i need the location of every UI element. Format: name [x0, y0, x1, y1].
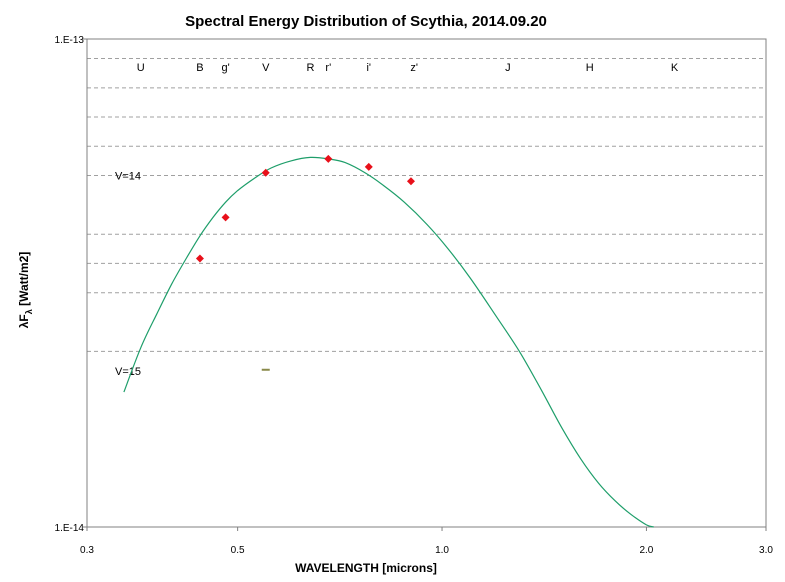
y-axis-title-main: λF [17, 314, 31, 328]
band-label: r' [325, 62, 331, 74]
model-curve [123, 156, 654, 528]
x-tick-label: 2.0 [639, 545, 653, 556]
x-tick-label: 3.0 [759, 545, 773, 556]
plot-area [86, 38, 767, 528]
data-point [406, 177, 415, 186]
band-label: B [196, 62, 203, 74]
band-label: g' [221, 62, 229, 74]
x-tick-label: 0.5 [231, 545, 245, 556]
magnitude-label: V=14 [115, 171, 141, 183]
data-point [195, 254, 204, 263]
x-axis-ticks: 0.3 0.5 1.0 2.0 3.0 [80, 527, 773, 556]
x-axis-title: WAVELENGTH [microns] [295, 561, 437, 575]
band-label: R [306, 62, 314, 74]
data-point [261, 168, 270, 177]
x-tick-label: 1.0 [435, 545, 449, 556]
model-curve-line [123, 156, 654, 528]
band-label: V [262, 62, 270, 74]
y-axis-title: λFλ [Watt/m2] [17, 252, 34, 329]
magnitude-marks: V=14 V=15 [115, 171, 141, 378]
magnitude-label: V=15 [115, 366, 141, 378]
band-label: i' [366, 62, 371, 74]
y-tick-label: 1.E-14 [55, 523, 85, 534]
chart-title: Spectral Energy Distribution of Scythia,… [185, 13, 547, 30]
y-axis-ticks: 1.E-13 1.E-14 [55, 35, 87, 534]
data-point [324, 154, 333, 163]
grid-lines [87, 58, 766, 352]
x-tick-label: 0.3 [80, 545, 94, 556]
band-label: J [505, 62, 511, 74]
band-label: K [671, 62, 679, 74]
data-point [221, 213, 230, 222]
band-label: z' [410, 62, 418, 74]
data-points [195, 154, 415, 263]
y-axis-title-sub: λ [24, 309, 34, 314]
band-label: U [137, 62, 145, 74]
y-tick-label: 1.E-13 [55, 35, 85, 46]
y-axis-title-unit: [Watt/m2] [17, 252, 31, 310]
data-point [364, 162, 373, 171]
band-label: H [586, 62, 594, 74]
